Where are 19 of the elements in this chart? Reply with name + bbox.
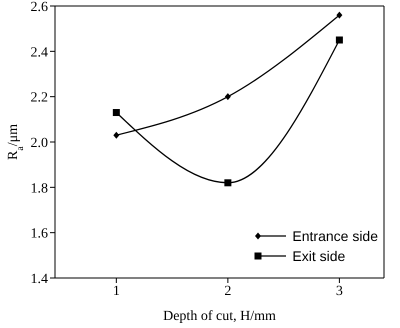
- y-tick-label: 2.4: [30, 45, 48, 60]
- point: [336, 12, 342, 19]
- point: [113, 132, 120, 139]
- y-tick-label: 2.2: [30, 90, 48, 106]
- point: [112, 109, 120, 116]
- y-tick-label: 2.0: [30, 136, 48, 151]
- y-tick-label: 1.4: [30, 272, 48, 287]
- y-tick-label: 1.8: [30, 181, 48, 196]
- point: [224, 93, 231, 100]
- point: [224, 179, 232, 186]
- legend-label: Entrance side: [292, 227, 378, 246]
- legend-label: Exit side: [292, 247, 346, 266]
- x-axis-title: Depth of cut, H/mm: [163, 309, 276, 324]
- x-tick-label: 3: [336, 284, 343, 299]
- x-tick-label: 1: [112, 284, 120, 299]
- y-tick-label: 2.6: [30, 0, 48, 15]
- y-tick-label: 1.6: [30, 226, 48, 242]
- point: [336, 36, 343, 44]
- x-tick-label: 2: [224, 284, 232, 299]
